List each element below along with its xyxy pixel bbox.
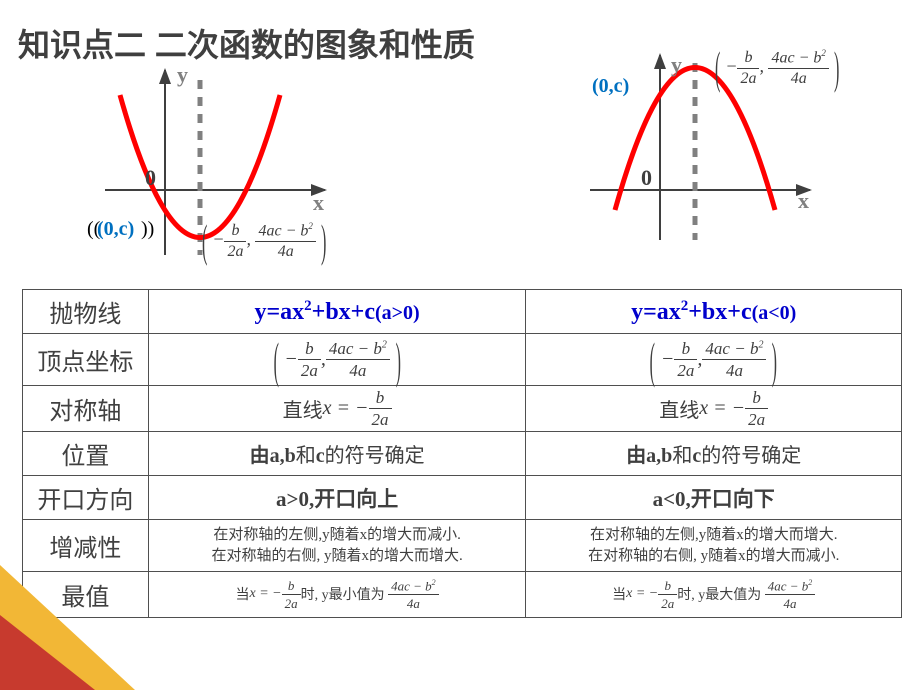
cell-mono-pos: 在对称轴的左侧,y随着x的增大而减小. 在对称轴的右侧, y随着x的增大而增大. [148,520,526,572]
cell-position-pos: 由a,b和c的符号确定 [148,432,526,476]
row-direction-hdr: 开口方向 [23,476,149,520]
cell-position-neg: 由a,b和c的符号确定 [526,432,902,476]
cell-dir-neg: a<0,开口向下 [526,476,902,520]
cell-eq-pos: y=ax2+bx+c(a>0) [148,290,526,334]
origin-label-r: 0 [641,165,652,190]
cell-ext-neg: 当 x = −b2a 时, y最大值为 4ac − b24a [526,572,902,618]
cell-vertex-pos: (−b2a, 4ac − b24a) [148,334,526,386]
y-axis-label-r: y [671,52,682,77]
y-axis-label: y [177,62,188,87]
row-position-hdr: 位置 [23,432,149,476]
y-intercept-label: (0,c) [97,218,134,241]
cell-dir-pos: a>0,开口向上 [148,476,526,520]
cell-ext-pos: 当 x = −b2a 时, y最小值为 4ac − b24a [148,572,526,618]
vertex-label-down: (−b2a, 4ac − b24a) [710,45,844,91]
graph-down: y x 0 (0,c) (−b2a, 4ac − b24a) [560,45,870,255]
y-intercept-label-r: (0,c) [592,75,629,98]
graph-up: y x 0 (( (0,c) )) (−b2a, 4ac − b24a) [95,60,405,270]
row-extreme-hdr: 最值 [23,572,149,618]
cell-mono-neg: 在对称轴的左侧,y随着x的增大而增大. 在对称轴的右侧, y随着x的增大而减小. [526,520,902,572]
cell-axis-neg: 直线x = −b2a [526,386,902,432]
row-parabola-hdr: 抛物线 [23,290,149,334]
shadow-0c-r: )) [141,218,154,241]
graphs-region: y x 0 (( (0,c) )) (−b2a, 4ac − b24a) y x… [0,55,920,290]
row-mono-hdr: 增减性 [23,520,149,572]
x-axis-label-r: x [798,188,809,213]
cell-axis-pos: 直线x = −b2a [148,386,526,432]
cell-vertex-neg: (−b2a, 4ac − b24a) [526,334,902,386]
properties-table: 抛物线 y=ax2+bx+c(a>0) y=ax2+bx+c(a<0) 顶点坐标… [22,289,902,618]
row-axis-hdr: 对称轴 [23,386,149,432]
x-axis-label: x [313,190,324,215]
vertex-label-up: (−b2a, 4ac − b24a) [197,218,331,264]
origin-label: 0 [145,165,156,190]
cell-eq-neg: y=ax2+bx+c(a<0) [526,290,902,334]
row-vertex-hdr: 顶点坐标 [23,334,149,386]
